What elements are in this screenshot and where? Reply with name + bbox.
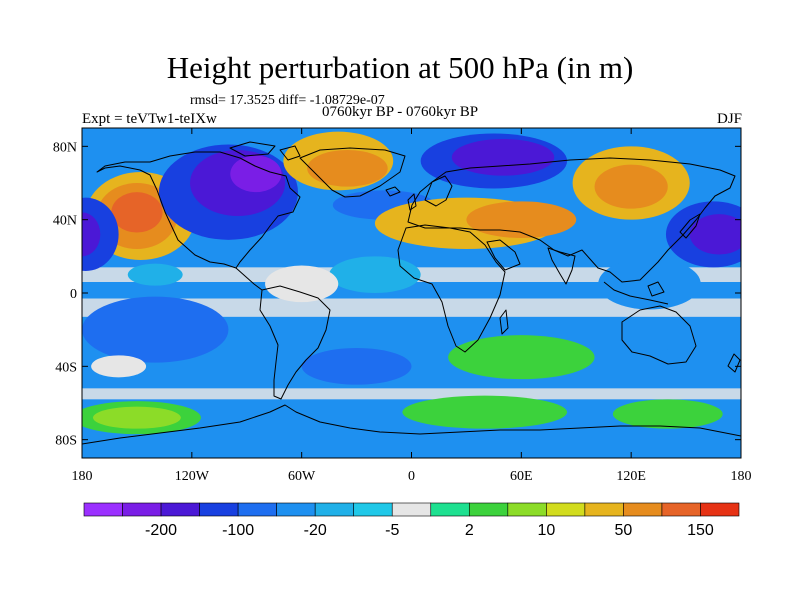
field-blob-12 [451, 139, 555, 176]
y-tick-label-1: 40N [53, 214, 77, 229]
field-band-1 [82, 298, 741, 317]
colorbar-swatch-12 [546, 502, 586, 517]
colorbar-swatch-4 [237, 502, 277, 517]
field-blob-29 [402, 395, 568, 429]
colorbar-label-4: 2 [465, 522, 474, 539]
field-blob-26 [638, 348, 734, 385]
colorbar-swatch-2 [160, 502, 200, 517]
field-blob-16 [594, 164, 668, 209]
x-tick-label-1: 120W [175, 469, 210, 484]
colorbar-swatch-7 [353, 502, 393, 517]
field-blob-25 [448, 335, 595, 380]
colorbar-swatch-15 [661, 502, 701, 517]
colorbar-label-7: 150 [687, 522, 714, 539]
colorbar-label-1: -100 [222, 522, 254, 539]
field-blob-28 [92, 406, 181, 429]
season-label: DJF [716, 111, 742, 127]
y-tick-label-0: 80N [53, 140, 77, 155]
experiment-label: Expt = teVTw1-teIXw [82, 111, 217, 127]
colorbar-swatch-5 [276, 502, 316, 517]
field-blob-21 [127, 263, 183, 286]
field-blob-19 [329, 256, 421, 293]
colorbar-swatch-11 [507, 502, 547, 517]
field-blob-4 [82, 212, 101, 257]
field-blob-9 [307, 150, 388, 187]
x-tick-label-6: 180 [731, 469, 752, 484]
x-tick-label-0: 180 [72, 469, 93, 484]
field-blob-2 [111, 192, 163, 233]
colorbar-swatch-1 [122, 502, 162, 517]
map-title: Height perturbation at 500 hPa (in m) [166, 50, 634, 85]
field-blob-22 [265, 265, 339, 303]
colorbar-swatch-3 [199, 502, 239, 517]
field-blob-7 [230, 155, 282, 193]
field-blob-20 [598, 258, 701, 310]
stats-label: rmsd= 17.3525 diff= -1.08729e-07 [190, 93, 385, 108]
colorbar-swatch-13 [584, 502, 624, 517]
colorbar-swatch-9 [430, 502, 470, 517]
y-tick-label-4: 80S [55, 434, 77, 449]
colorbar-swatch-14 [623, 502, 663, 517]
period-label: 0760kyr BP - 0760kyr BP [322, 104, 479, 120]
x-tick-label-3: 0 [408, 469, 415, 484]
map-axes: 180 120W 60W 0 60E 120E 180 80N 40N 0 40S 80S [53, 128, 752, 484]
field-blob-24 [301, 348, 412, 385]
colorbar-swatch-0 [83, 502, 123, 517]
coastlines [82, 141, 741, 445]
y-tick-label-3: 40S [55, 360, 77, 375]
y-tick-label-2: 0 [70, 287, 77, 302]
field-band-2 [82, 388, 741, 400]
colorbar-swatch-6 [314, 502, 355, 517]
x-tick-label-2: 60W [288, 469, 316, 484]
colorbar-swatch-10 [468, 502, 509, 517]
colorbar-label-3: -5 [385, 522, 399, 539]
field-blob-31 [91, 355, 147, 378]
colorbar: -200 -100 -20 -5 2 10 50 150 [83, 502, 740, 539]
x-tick-label-4: 60E [510, 469, 533, 484]
colorbar-label-6: 50 [615, 522, 633, 539]
colorbar-label-2: -20 [304, 522, 327, 539]
field-blob-14 [466, 201, 577, 239]
x-tick-label-5: 120E [616, 469, 646, 484]
colorbar-label-0: -200 [145, 522, 177, 539]
colorbar-label-5: 10 [537, 522, 555, 539]
field-blob-23 [82, 296, 229, 363]
field-blob-30 [612, 399, 723, 429]
field-blob-18 [689, 214, 741, 255]
colorbar-swatch-16 [700, 502, 740, 517]
height-field [82, 128, 741, 458]
colorbar-swatch-8 [391, 502, 432, 517]
